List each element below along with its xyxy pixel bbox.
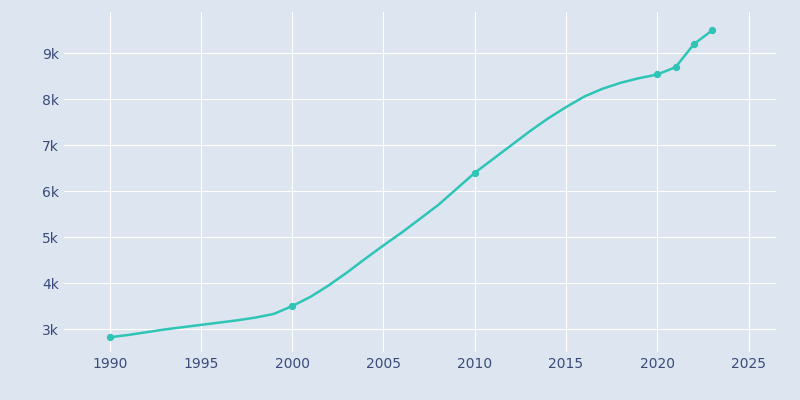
Point bbox=[706, 27, 718, 34]
Point bbox=[687, 41, 700, 47]
Point bbox=[103, 334, 116, 340]
Point bbox=[669, 64, 682, 70]
Point bbox=[286, 303, 298, 309]
Point bbox=[651, 71, 664, 78]
Point bbox=[468, 170, 481, 176]
